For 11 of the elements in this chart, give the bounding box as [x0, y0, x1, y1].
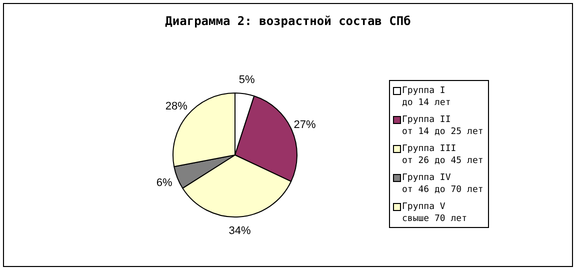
data-label: 34% [228, 224, 251, 237]
legend-label: Группа II от 14 до 25 лет [402, 114, 484, 138]
data-label: 28% [165, 100, 188, 113]
legend-label: Группа I до 14 лет [402, 85, 451, 109]
legend-label: Группа V свыше 70 лет [402, 201, 468, 225]
data-label: 27% [294, 118, 316, 131]
legend-label: Группа III от 26 до 45 лет [402, 143, 484, 167]
data-label: 5% [238, 74, 256, 86]
legend-label: Группа IV от 46 до 70 лет [402, 172, 484, 196]
data-label: 6% [156, 177, 172, 190]
chart-title: Диаграмма 2: возрастной состав СПб [164, 14, 412, 28]
